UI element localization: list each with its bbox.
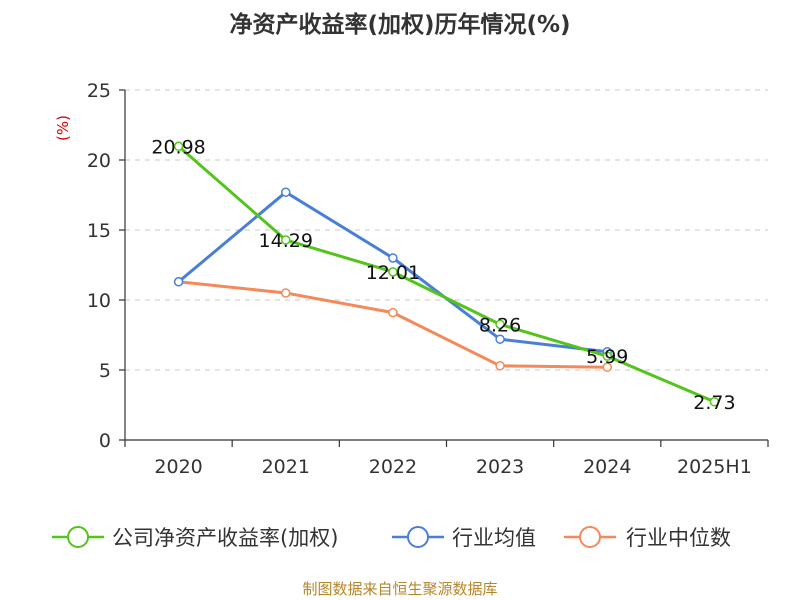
x-tick-label: 2022 xyxy=(369,456,417,478)
source-note: 制图数据来自恒生聚源数据库 xyxy=(302,580,497,598)
series-point-0 xyxy=(388,267,398,277)
legend-item: 行业中位数 xyxy=(564,526,731,550)
data-label: 20.98 xyxy=(151,136,205,158)
legend-marker-icon xyxy=(67,526,89,548)
legend-item: 公司净资产收益率(加权) xyxy=(52,526,338,550)
series-point-2 xyxy=(602,362,612,372)
chart-title: 净资产收益率(加权)历年情况(%) xyxy=(229,11,570,38)
grid-lines xyxy=(125,89,768,371)
series-point-0 xyxy=(709,397,720,407)
legend-marker-icon xyxy=(579,526,601,548)
series-point-2 xyxy=(388,307,398,318)
series-point-1 xyxy=(281,187,291,197)
axes: 0 5 10 15 20 25 2020 2021 2022 2023 2024 2025H1 xyxy=(87,80,769,478)
series-point-1 xyxy=(495,334,505,344)
y-tick-label: 20 xyxy=(87,150,111,172)
legend-label: 行业均值 xyxy=(452,526,536,550)
series-point-0 xyxy=(602,351,612,361)
y-tick-label: 10 xyxy=(87,290,111,312)
series-point-1 xyxy=(173,277,184,287)
y-tick-label: 0 xyxy=(99,430,111,452)
x-tick-label: 2025H1 xyxy=(677,456,752,478)
series-point-0 xyxy=(495,319,505,330)
series-line-0 xyxy=(177,145,716,404)
data-label: 8.26 xyxy=(479,314,521,336)
legend-marker-icon xyxy=(407,526,429,548)
x-tick-label: 2023 xyxy=(476,456,524,478)
series-point-0 xyxy=(281,235,291,245)
data-label: 12.01 xyxy=(366,262,420,284)
legend-label: 行业中位数 xyxy=(626,526,731,550)
series-point-1 xyxy=(388,253,398,263)
series-point-2 xyxy=(281,288,291,298)
legend-item: 行业均值 xyxy=(392,526,536,550)
y-tick-label: 15 xyxy=(87,220,111,242)
y-tick-label: 5 xyxy=(99,360,111,382)
data-label: 5.99 xyxy=(586,346,628,368)
data-labels: 20.98 14.29 12.01 8.26 5.99 2.73 xyxy=(151,136,735,414)
y-tick-label: 25 xyxy=(87,80,111,102)
data-label: 2.73 xyxy=(693,392,735,414)
legend: 公司净资产收益率(加权) 行业均值 行业中位数 xyxy=(52,526,731,550)
series-point-2 xyxy=(495,361,505,371)
series-lines xyxy=(173,141,720,407)
x-tick-label: 2020 xyxy=(154,456,202,478)
series-line-2 xyxy=(178,280,608,369)
y-axis-unit: (%) xyxy=(54,115,72,141)
x-tick-label: 2024 xyxy=(583,456,631,478)
legend-label: 公司净资产收益率(加权) xyxy=(112,526,338,550)
series-point-0 xyxy=(173,141,184,152)
data-label: 14.29 xyxy=(259,230,313,252)
x-tick-label: 2021 xyxy=(262,456,310,478)
